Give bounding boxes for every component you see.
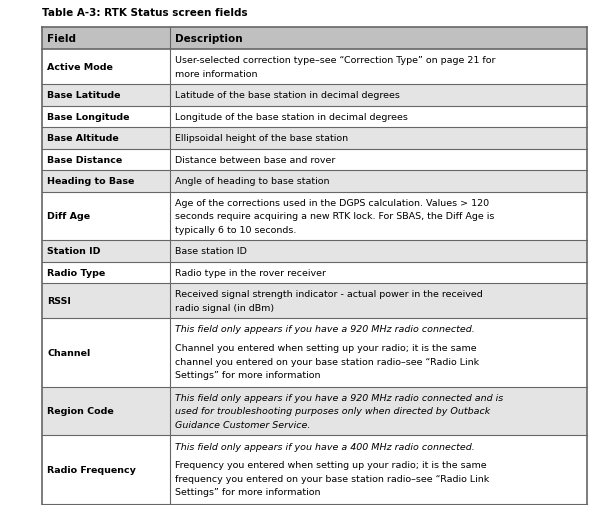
Bar [42,149,587,171]
Bar [42,85,587,106]
Bar [42,128,587,149]
Text: This field only appears if you have a 400 MHz radio connected.: This field only appears if you have a 40… [175,442,475,450]
Bar [42,192,587,240]
Text: more information: more information [175,70,258,79]
Text: Channel: Channel [47,348,90,357]
Text: Latitude of the base station in decimal degrees: Latitude of the base station in decimal … [175,91,400,100]
Text: This field only appears if you have a 920 MHz radio connected.: This field only appears if you have a 92… [175,325,475,334]
Bar [42,262,587,283]
Bar [42,106,587,128]
Text: Received signal strength indicator - actual power in the received: Received signal strength indicator - act… [175,290,483,298]
Text: frequency you entered on your base station radio–see “Radio Link: frequency you entered on your base stati… [175,474,489,483]
Text: Distance between base and rover: Distance between base and rover [175,156,335,165]
Text: Longitude of the base station in decimal degrees: Longitude of the base station in decimal… [175,113,408,122]
Bar [42,435,587,504]
Text: Channel you entered when setting up your radio; it is the same: Channel you entered when setting up your… [175,343,477,352]
Text: used for troubleshooting purposes only when directed by Outback: used for troubleshooting purposes only w… [175,407,491,416]
Bar [42,171,587,192]
Text: Diff Age: Diff Age [47,212,90,221]
Text: Settings” for more information: Settings” for more information [175,487,320,496]
Text: Field: Field [47,34,76,44]
Text: seconds require acquiring a new RTK lock. For SBAS, the Diff Age is: seconds require acquiring a new RTK lock… [175,212,494,221]
Text: Base station ID: Base station ID [175,247,247,256]
Text: Guidance Customer Service.: Guidance Customer Service. [175,420,310,429]
Bar [42,283,587,318]
Text: channel you entered on your base station radio–see “Radio Link: channel you entered on your base station… [175,357,479,366]
Text: Heading to Base: Heading to Base [47,177,134,186]
Text: Description: Description [175,34,243,44]
Bar [42,28,587,50]
Bar [42,387,587,435]
Text: User-selected correction type–see “Correction Type” on page 21 for: User-selected correction type–see “Corre… [175,56,495,65]
Text: Base Distance: Base Distance [47,156,122,165]
Text: Station ID: Station ID [47,247,101,256]
Text: Radio Type: Radio Type [47,268,105,277]
Text: Radio type in the rover receiver: Radio type in the rover receiver [175,268,326,277]
Text: Age of the corrections used in the DGPS calculation. Values > 120: Age of the corrections used in the DGPS … [175,198,489,208]
Text: Base Longitude: Base Longitude [47,113,129,122]
Text: This field only appears if you have a 920 MHz radio connected and is: This field only appears if you have a 92… [175,393,503,402]
Text: Ellipsoidal height of the base station: Ellipsoidal height of the base station [175,134,348,143]
Text: Region Code: Region Code [47,407,114,416]
Text: Frequency you entered when setting up your radio; it is the same: Frequency you entered when setting up yo… [175,461,487,470]
Text: Table A-3: RTK Status screen fields: Table A-3: RTK Status screen fields [42,8,247,18]
Text: radio signal (in dBm): radio signal (in dBm) [175,303,274,312]
Bar [42,504,587,505]
Text: RSSI: RSSI [47,296,71,306]
Text: Angle of heading to base station: Angle of heading to base station [175,177,329,186]
Text: Active Mode: Active Mode [47,63,113,72]
Text: Base Altitude: Base Altitude [47,134,119,143]
Text: typically 6 to 10 seconds.: typically 6 to 10 seconds. [175,225,297,234]
Text: Radio Frequency: Radio Frequency [47,465,136,474]
Bar [42,240,587,262]
Bar [42,50,587,85]
Text: Base Latitude: Base Latitude [47,91,120,100]
Text: Settings” for more information: Settings” for more information [175,370,320,379]
Bar [42,318,587,387]
